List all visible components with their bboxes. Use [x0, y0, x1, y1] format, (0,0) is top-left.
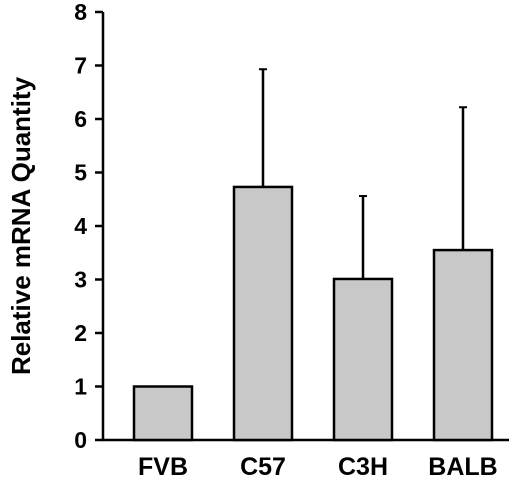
y-tick-label: 5	[74, 160, 87, 186]
y-tick-label: 0	[74, 427, 87, 453]
x-tick-label: C3H	[338, 453, 388, 481]
y-axis: 0 1 2 3 4 5 6 7 8	[74, 0, 105, 453]
y-tick-label: 2	[74, 320, 87, 346]
x-tick-label: BALB	[428, 453, 497, 481]
bars	[132, 68, 494, 442]
x-tick-label: C57	[240, 453, 286, 481]
y-tick-label: 1	[74, 374, 87, 400]
y-tick-label: 8	[74, 0, 87, 25]
bar-c57	[232, 185, 294, 442]
y-tick-label: 3	[74, 267, 87, 293]
y-tick-label: 6	[74, 106, 87, 132]
bar-balb	[432, 248, 494, 442]
y-tick-label: 4	[74, 213, 87, 239]
y-ticks: 0 1 2 3 4 5 6 7 8	[74, 0, 103, 453]
x-tick-label: FVB	[138, 453, 188, 481]
bar-c3h	[332, 277, 394, 442]
bar-fvb	[132, 385, 194, 442]
y-tick-label: 7	[74, 53, 87, 79]
y-axis-title: Relative mRNA Quantity	[6, 76, 36, 375]
x-labels: FVB C57 C3H BALB	[138, 453, 498, 481]
